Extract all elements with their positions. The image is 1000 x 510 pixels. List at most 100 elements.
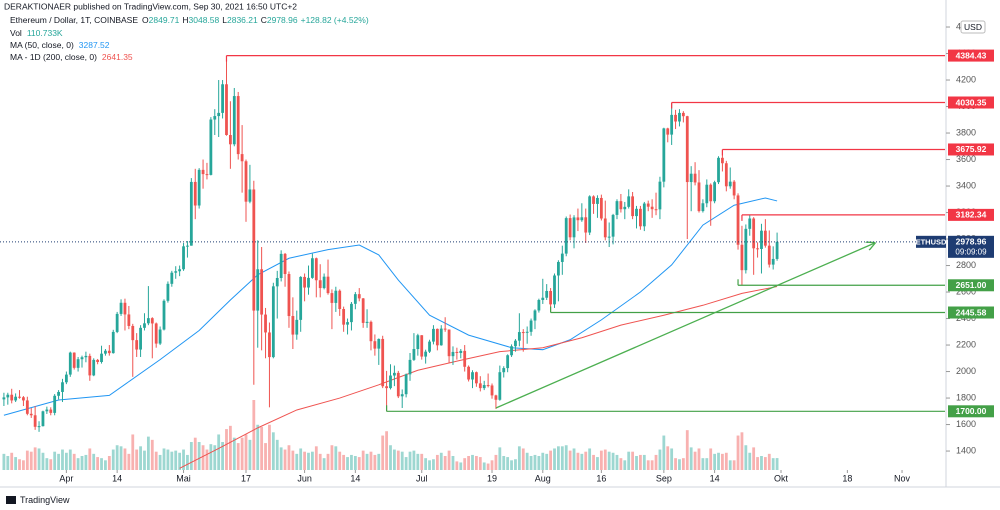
volume-bar: [740, 432, 744, 470]
volume-bar: [635, 456, 638, 470]
candle-body: [752, 218, 756, 249]
vol-name: Vol: [10, 28, 22, 38]
candle-body: [232, 96, 236, 145]
volume-bar: [104, 460, 107, 470]
y-tick-label: 1400: [956, 445, 976, 455]
candle-body: [572, 217, 576, 238]
candle-body: [303, 276, 306, 288]
volume-bar: [502, 456, 506, 470]
volume-bar: [459, 462, 463, 470]
candle-body: [596, 197, 599, 204]
candle-body: [459, 350, 463, 353]
volume-bar: [560, 446, 564, 470]
candle-body: [213, 116, 217, 120]
volume-bar: [244, 434, 248, 470]
volume-bar: [424, 458, 428, 470]
candle-body: [525, 331, 529, 333]
volume-bar: [420, 453, 424, 470]
candle-body: [119, 302, 123, 314]
volume-bar: [744, 445, 748, 470]
volume-bar: [295, 453, 299, 470]
candle-body: [631, 196, 635, 217]
candle-body: [260, 269, 264, 315]
volume-bar: [529, 456, 533, 470]
candle-body: [428, 341, 431, 352]
candle-body: [139, 327, 142, 350]
candle-body: [45, 409, 49, 412]
candle-body: [318, 280, 322, 289]
high-value: 3048.58: [189, 15, 220, 25]
volume-bar: [775, 458, 779, 470]
volume-bar: [338, 451, 342, 470]
volume-bar: [154, 451, 158, 470]
volume-bar: [447, 450, 451, 470]
candle-body: [564, 218, 568, 254]
volume-bar: [53, 451, 57, 470]
candle-body: [443, 328, 447, 330]
volume-bar: [49, 459, 53, 470]
volume-bar: [478, 457, 482, 470]
volume-bar: [428, 460, 431, 470]
volume-bar: [381, 435, 385, 470]
y-tick-label: 1600: [956, 419, 976, 429]
candle-body: [373, 341, 377, 349]
candle-body: [658, 181, 662, 210]
volume-bar: [10, 452, 14, 470]
candle-body: [178, 269, 182, 272]
volume-bar: [498, 447, 502, 470]
volume-bar: [596, 457, 599, 470]
volume-bar: [666, 446, 670, 470]
candle-body: [517, 332, 521, 341]
candle-body: [326, 276, 330, 294]
candle-body: [396, 372, 400, 397]
x-tick-label: 14: [710, 473, 720, 483]
candle-body: [170, 272, 174, 284]
volume-bar: [33, 447, 37, 470]
volume-bar: [361, 450, 365, 470]
candle-body: [553, 275, 556, 305]
candle-body: [68, 352, 72, 375]
candle-body: [416, 335, 420, 350]
candle-body: [365, 321, 369, 323]
candle-body: [197, 169, 201, 206]
candle-body: [104, 350, 107, 354]
volume-bar: [721, 453, 724, 470]
candle-body: [225, 84, 228, 136]
volume-bar: [150, 439, 154, 470]
volume-bar: [162, 448, 166, 470]
volume-bar: [365, 453, 369, 470]
candle-body: [29, 413, 33, 416]
candle-body: [72, 352, 76, 368]
volume-bar: [225, 429, 228, 470]
candle-body: [615, 201, 619, 215]
quote-line: Ethereum / Dollar, 1T, COINBASE O2849.71 H…: [10, 15, 369, 25]
volume-bar: [111, 449, 115, 470]
volume-bar: [310, 451, 314, 470]
level-label-box: [948, 143, 994, 156]
volume-bar: [37, 448, 41, 470]
volume-bar: [756, 457, 759, 470]
trend-line: [495, 243, 875, 409]
candle-body: [592, 196, 595, 204]
volume-bar: [709, 448, 713, 470]
level-label: 4384.43: [956, 50, 987, 60]
candle-body: [25, 400, 29, 414]
volume-bar: [353, 456, 357, 470]
candle-body: [514, 340, 517, 347]
symbol-label: ETHUSD: [916, 237, 947, 246]
volume-bar: [451, 456, 455, 470]
plot-area: [0, 54, 945, 470]
volume-bar: [279, 447, 283, 470]
y-tick-label: 4200: [956, 74, 976, 84]
candle-body: [186, 245, 189, 247]
y-tick-label: 2200: [956, 339, 976, 349]
volume-bar: [100, 458, 103, 470]
volume-bar: [639, 454, 642, 470]
candle-body: [61, 382, 64, 392]
price-label: 2978.96: [956, 237, 987, 247]
candle-body: [123, 302, 127, 315]
volume-bar: [14, 457, 18, 470]
volume-bar: [107, 456, 111, 470]
volume-bar: [564, 445, 568, 470]
volume-bar: [674, 458, 677, 470]
